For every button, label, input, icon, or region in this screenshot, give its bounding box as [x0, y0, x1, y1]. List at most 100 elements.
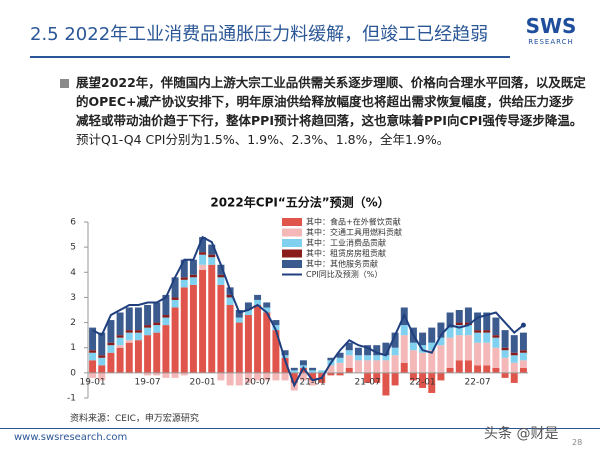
watermark: 头条 @财是 [484, 426, 559, 442]
bar-segment [501, 357, 509, 373]
bar-segment [125, 340, 133, 343]
bar-segment [299, 367, 307, 373]
bar-segment [199, 252, 207, 255]
bar-segment [171, 277, 179, 298]
bar-segment [281, 350, 289, 356]
bar-segment [299, 360, 307, 366]
bar-segment [226, 304, 234, 373]
bar-segment [373, 355, 381, 361]
bar-segment [419, 372, 427, 388]
y-tick-label: 4 [70, 268, 76, 278]
bar-segment [153, 332, 161, 373]
bar-segment [153, 322, 161, 326]
bar-segment [153, 302, 161, 323]
slide-title: 2.5 2022年工业消费品通胀压力料缓解，但竣工已经趋弱 [30, 24, 489, 45]
bar-segment [263, 307, 271, 313]
y-tick-label: 2 [70, 318, 76, 328]
bar-segment [299, 372, 307, 381]
y-tick-label: 6 [70, 218, 76, 228]
bar-segment [281, 357, 289, 373]
bar-segment [162, 325, 170, 373]
bar-segment [437, 345, 445, 373]
bar-segment [354, 360, 362, 373]
bar-segment [98, 365, 106, 373]
bar-segment [464, 335, 472, 361]
bar-segment [116, 337, 124, 346]
bar-segment [391, 372, 399, 386]
bar-segment [125, 330, 133, 333]
bar-segment [510, 372, 518, 383]
bar-segment [254, 294, 262, 300]
bar-segment [510, 355, 518, 363]
bar-segment [199, 237, 207, 253]
bar-segment [446, 327, 454, 338]
bar-segment [437, 322, 445, 338]
bar-segment [382, 355, 390, 361]
bar-segment [217, 264, 225, 275]
bar-segment [162, 372, 170, 378]
bullet-text: 展望2022年，伴随国内上游大宗工业品供需关系逐步理顺、价格向合理水平回落，以及… [76, 73, 586, 149]
legend-swatch [282, 218, 302, 226]
bar-segment [327, 365, 335, 373]
bar-segment [189, 259, 197, 275]
bar-segment [501, 350, 509, 358]
bar-segment [208, 244, 216, 255]
bullet-bold: 展望2022年，伴随国内上游大宗工业品供需关系逐步理顺、价格向合理水平回落，以及… [76, 75, 586, 128]
bar-segment [409, 342, 417, 351]
bar-segment [483, 342, 491, 366]
y-tick-label: -1 [67, 394, 76, 404]
bar-segment [428, 350, 436, 373]
bar-segment [153, 325, 161, 333]
bar-segment [98, 372, 106, 381]
bar-segment [336, 362, 344, 373]
bar-segment [235, 322, 243, 373]
bar-segment [144, 304, 152, 326]
bar-segment [364, 372, 372, 383]
bar-segment [208, 257, 216, 265]
bar-segment [180, 277, 188, 280]
bar-segment [180, 279, 188, 288]
bar-segment [98, 355, 106, 358]
x-tick-label: 22-07 [465, 377, 491, 387]
bar-segment [217, 372, 225, 381]
bar-segment [327, 357, 335, 361]
bar-segment [107, 352, 115, 373]
bar-segment [254, 372, 262, 381]
bar-segment [446, 367, 454, 373]
bar-segment [217, 274, 225, 278]
bar-segment [519, 367, 527, 373]
x-tick-label: 21-07 [355, 377, 381, 387]
bar-segment [281, 372, 289, 381]
bar-segment [318, 370, 326, 373]
bar-segment [217, 277, 225, 285]
bar-segment [345, 355, 353, 368]
bar-segment [162, 315, 170, 318]
bar-segment [382, 360, 390, 373]
x-tick-label: 20-07 [245, 377, 271, 387]
bar-segment [134, 340, 142, 373]
footer-url: www.swsresearch.com [14, 432, 128, 443]
bar-segment [235, 310, 243, 318]
bar-segment [519, 350, 527, 353]
bar-segment [244, 310, 252, 316]
bar-segment [98, 332, 106, 356]
bar-segment [345, 367, 353, 373]
bar-segment [272, 330, 280, 373]
header-rule [30, 56, 510, 58]
bar-segment [446, 337, 454, 368]
bar-segment [474, 365, 482, 373]
bar-segment [382, 342, 390, 356]
bar-segment [171, 297, 179, 300]
bar-segment [98, 357, 106, 366]
x-tick-label: 20-01 [190, 377, 216, 387]
bar-segment [263, 312, 271, 373]
bar-segment [400, 335, 408, 363]
bar-segment [464, 307, 472, 323]
bar-segment [235, 317, 243, 323]
bar-segment [455, 325, 463, 336]
bar-segment [89, 372, 97, 378]
bar-segment [437, 372, 445, 381]
y-tick-label: 5 [70, 243, 76, 253]
chart: 2022年CPI“五分法”预测（%） -1 0 1 2 3 4 5 6 19-01 19-07 20… [67, 195, 528, 404]
line-end-point [520, 322, 526, 328]
